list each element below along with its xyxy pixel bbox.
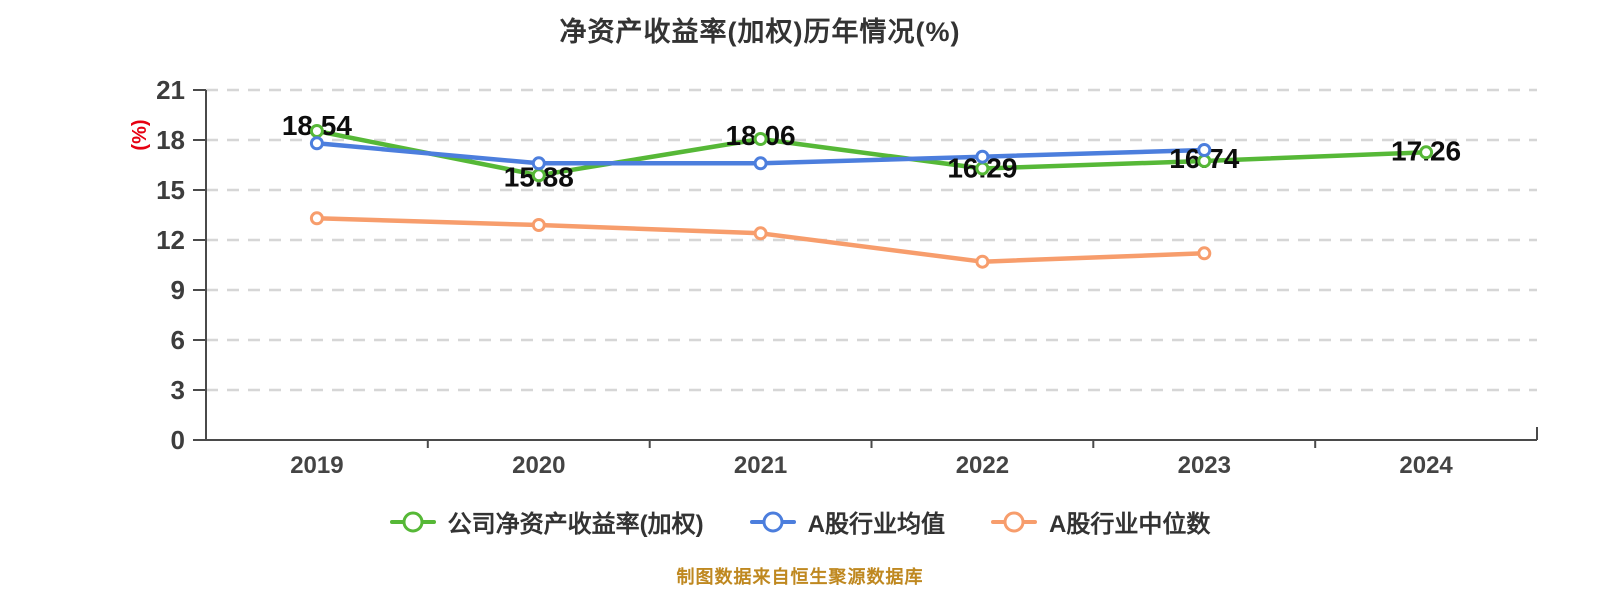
data-point — [975, 161, 990, 176]
y-tick-label: 21 — [156, 75, 185, 105]
data-point — [1419, 145, 1434, 160]
data-point — [1197, 143, 1212, 157]
y-tick-label: 0 — [171, 425, 185, 455]
x-tick-label: 2024 — [1399, 452, 1453, 479]
data-point — [309, 211, 324, 226]
data-point — [975, 149, 990, 164]
data-point — [753, 156, 768, 171]
data-point — [753, 226, 768, 241]
data-point — [1197, 154, 1212, 168]
x-tick-label: 2022 — [956, 452, 1009, 479]
data-point — [531, 218, 546, 232]
x-tick-label: 2019 — [290, 452, 343, 479]
data-point — [309, 124, 324, 138]
data-point — [531, 156, 546, 171]
y-tick-label: 9 — [171, 275, 185, 305]
y-tick-label: 6 — [171, 325, 185, 355]
x-tick-label: 2021 — [734, 452, 787, 479]
x-tick-label: 2023 — [1178, 452, 1231, 479]
legend-line-dot-icon — [389, 510, 436, 534]
legend-item-0[interactable]: 公司净资产收益率(加权) — [389, 504, 704, 539]
x-tick-label: 2020 — [512, 452, 565, 479]
y-tick-label: 3 — [171, 375, 185, 405]
y-tick-label: 12 — [156, 225, 185, 255]
legend-label: 公司净资产收益率(加权) — [447, 511, 704, 538]
data-point — [1197, 246, 1212, 261]
legend-item-1[interactable]: A股行业均值 — [749, 504, 945, 539]
data-point — [753, 132, 768, 146]
data-point — [531, 168, 546, 183]
chart-title: 净资产收益率(加权)历年情况(%) — [559, 17, 961, 47]
chart-legend: 公司净资产收益率(加权) A股行业均值 A股行业中位数 — [0, 504, 1600, 539]
y-tick-label: 15 — [156, 175, 185, 205]
y-tick-label: 18 — [156, 125, 185, 155]
data-source-note: 制图数据来自恒生聚源数据库 — [676, 567, 924, 587]
legend-label: A股行业中位数 — [1048, 511, 1211, 538]
series-line-0 — [314, 128, 1429, 178]
data-point — [975, 254, 990, 269]
data-point — [309, 136, 324, 151]
legend-label: A股行业均值 — [807, 511, 945, 538]
legend-item-2[interactable]: A股行业中位数 — [990, 504, 1211, 539]
legend-line-dot-icon — [749, 510, 796, 534]
legend-line-dot-icon — [990, 510, 1037, 534]
